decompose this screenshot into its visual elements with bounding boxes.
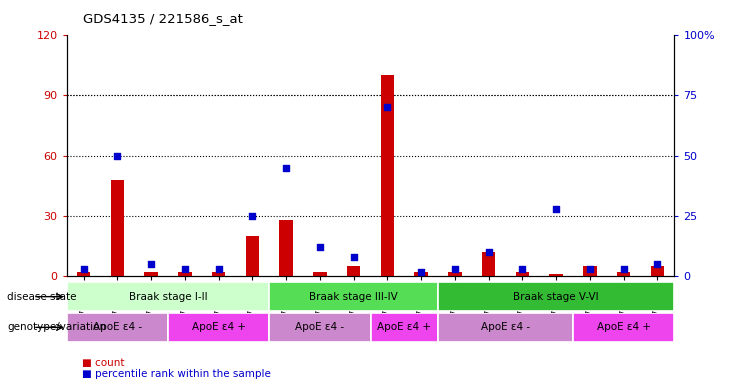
Point [516,266,528,272]
Text: ApoE ε4 -: ApoE ε4 - [296,322,345,333]
Bar [77,273,90,276]
Point [78,266,90,272]
Bar [617,273,631,276]
Point [482,249,494,255]
Text: Braak stage III-IV: Braak stage III-IV [309,291,398,302]
Point [247,213,259,219]
Text: Braak stage V-VI: Braak stage V-VI [514,291,599,302]
Bar [549,275,563,276]
Point [280,165,292,171]
Text: genotype/variation: genotype/variation [7,322,107,333]
Text: ApoE ε4 +: ApoE ε4 + [597,322,651,333]
Text: GDS4135 / 221586_s_at: GDS4135 / 221586_s_at [83,12,243,25]
Bar [438,313,573,342]
Point [314,244,326,250]
Bar [279,220,293,276]
Text: ApoE ε4 -: ApoE ε4 - [93,322,142,333]
Point [551,206,562,212]
Bar [269,282,438,311]
Point [111,152,123,159]
Bar [212,273,225,276]
Bar [414,273,428,276]
Bar [482,252,496,276]
Point [618,266,630,272]
Point [382,104,393,110]
Point [415,268,427,275]
Bar [144,273,158,276]
Bar [67,313,168,342]
Bar [67,282,269,311]
Text: ■ percentile rank within the sample: ■ percentile rank within the sample [82,369,270,379]
Point [348,254,359,260]
Bar [438,282,674,311]
Bar [651,266,664,276]
Bar [269,313,370,342]
Bar [370,313,438,342]
Bar [381,75,394,276]
Bar [245,236,259,276]
Bar [110,180,124,276]
Bar [448,273,462,276]
Bar [573,313,674,342]
Bar [168,313,269,342]
Bar [313,273,327,276]
Point [584,266,596,272]
Bar [347,266,360,276]
Text: ■ count: ■ count [82,358,124,368]
Point [145,261,157,267]
Bar [516,273,529,276]
Text: ApoE ε4 +: ApoE ε4 + [192,322,245,333]
Text: ApoE ε4 -: ApoE ε4 - [481,322,530,333]
Bar [178,273,192,276]
Text: ApoE ε4 +: ApoE ε4 + [377,322,431,333]
Point [179,266,190,272]
Point [449,266,461,272]
Point [213,266,225,272]
Text: disease state: disease state [7,291,77,302]
Bar [583,266,597,276]
Point [651,261,663,267]
Text: Braak stage I-II: Braak stage I-II [129,291,207,302]
